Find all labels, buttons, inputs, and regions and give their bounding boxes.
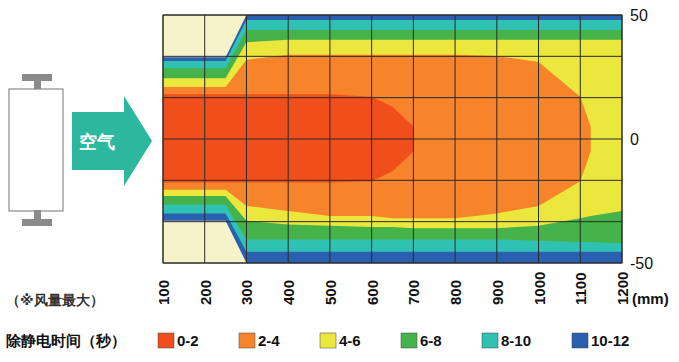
air-arrow bbox=[72, 96, 152, 186]
x-tick-label: 800 bbox=[447, 280, 464, 305]
ionizer-icon bbox=[9, 74, 63, 226]
x-tick-label: 700 bbox=[405, 280, 422, 305]
x-tick-label: 100 bbox=[155, 280, 172, 305]
icon-body bbox=[9, 89, 63, 211]
x-tick-label: 400 bbox=[280, 280, 297, 305]
annotation: 空气 bbox=[79, 132, 115, 152]
x-tick-label: 300 bbox=[238, 280, 255, 305]
band bbox=[163, 15, 622, 263]
legend-swatch bbox=[401, 333, 417, 348]
chart: 空气500-5010020030040050060070080090010001… bbox=[0, 0, 679, 362]
plot-frame bbox=[163, 15, 622, 263]
legend-label: 2-4 bbox=[258, 332, 280, 349]
x-tick-label: 900 bbox=[489, 280, 506, 305]
band bbox=[163, 55, 591, 219]
band bbox=[163, 30, 622, 243]
y-tick-label: 0 bbox=[630, 131, 639, 148]
band bbox=[163, 20, 622, 252]
x-tick-label: 1000 bbox=[531, 272, 548, 305]
y-tick-label: -50 bbox=[630, 255, 653, 272]
x-tick-label: 200 bbox=[197, 280, 214, 305]
x-tick-label: 1100 bbox=[572, 272, 589, 305]
note: （※风量最大） bbox=[6, 292, 104, 308]
legend-label: 6-8 bbox=[420, 332, 442, 349]
minor-grid-line bbox=[163, 221, 622, 222]
legend-swatch bbox=[239, 333, 255, 348]
icon-cap bbox=[22, 74, 52, 81]
grid-line bbox=[163, 139, 622, 140]
legend-swatch bbox=[572, 333, 588, 348]
bands bbox=[163, 15, 622, 263]
y-tick-label: 50 bbox=[630, 7, 648, 24]
minor-grid-line bbox=[163, 180, 622, 181]
x-tick-label: 500 bbox=[322, 280, 339, 305]
legend-swatch bbox=[158, 333, 174, 348]
legend-swatch bbox=[320, 333, 336, 348]
legend-label: 10-12 bbox=[591, 332, 629, 349]
legend: 除静电时间（秒） 0-2 2-4 4-6 6-8 8-10 10-12 bbox=[6, 332, 629, 349]
icon-stem bbox=[34, 210, 41, 220]
legend-swatch bbox=[482, 333, 498, 348]
legend-label: 0-2 bbox=[177, 332, 199, 349]
legend-label: 8-10 bbox=[501, 332, 531, 349]
x-axis-label: (mm) bbox=[632, 290, 669, 307]
x-tick-label: 1200 bbox=[614, 272, 631, 305]
band bbox=[163, 40, 622, 228]
legend-label: 4-6 bbox=[339, 332, 361, 349]
minor-grid-line bbox=[163, 97, 622, 98]
minor-grid-line bbox=[163, 56, 622, 57]
x-tick-label: 600 bbox=[364, 280, 381, 305]
legend-title: 除静电时间（秒） bbox=[6, 332, 126, 349]
icon-cap bbox=[22, 219, 52, 226]
grid bbox=[163, 15, 622, 263]
plot-background bbox=[163, 15, 622, 263]
